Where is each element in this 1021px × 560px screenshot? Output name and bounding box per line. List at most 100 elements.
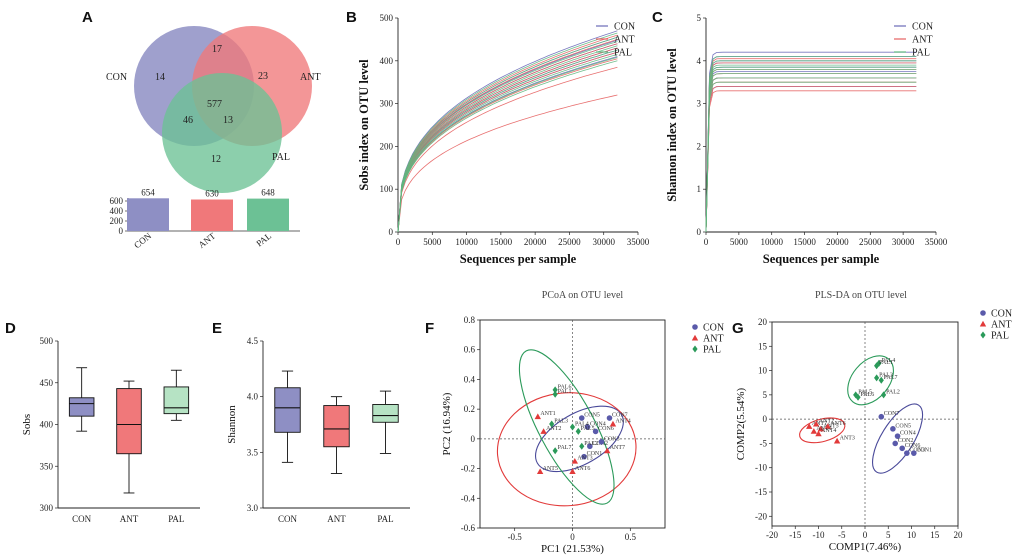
x-tick-label: -10 — [813, 530, 825, 540]
pcoa-chart: PCoA on OTU level -0.5 0 0.5 -0.6 -0.4 -0.2 0 0.… — [441, 290, 724, 555]
curve-con-7 — [705, 77, 917, 233]
venn-count-all: 577 — [207, 99, 222, 110]
x-tick-label: CON — [278, 514, 298, 524]
curve-con-8 — [705, 86, 917, 233]
legend-label-con: CON — [614, 22, 635, 33]
point-con7 — [606, 415, 613, 421]
point-ant4 — [609, 420, 617, 427]
confidence-ellipse-pal — [847, 355, 894, 406]
legend-label-ant: ANT — [912, 35, 933, 46]
x-tick-label: 15000 — [793, 237, 816, 247]
curve-ant-4 — [705, 73, 917, 233]
legend-marker-pal — [980, 331, 986, 339]
point-label: ANT4 — [821, 428, 836, 434]
point-label: PAL7 — [884, 375, 898, 381]
curve-ant-5 — [397, 51, 618, 233]
y-axis-label: PC2 (16.94%) — [441, 392, 453, 455]
plsda-chart: PLS-DA on OTU level -20 -15 -10 -5 0 5 10 15 20 -2… — [735, 290, 1012, 553]
x-tick-label: 35000 — [627, 237, 650, 247]
y-axis-label: Shannon index on OTU level — [665, 48, 679, 202]
bar-pal — [247, 198, 289, 231]
point-pal1 — [874, 362, 880, 370]
x-axis-label: PC1 (21.53%) — [541, 543, 604, 555]
y-tick-label: 0 — [763, 414, 768, 424]
x-axis-label: Sequences per sample — [763, 252, 880, 266]
venn-circle-pal — [162, 73, 282, 193]
curve-pal-3 — [705, 64, 917, 233]
x-tick-label: PAL — [168, 514, 184, 524]
y-tick-label: 200 — [380, 141, 394, 151]
boxplot-shannon-chart: 3.0 3.5 4.0 4.5 Shannon CON ANT PAL — [226, 336, 410, 524]
curve-ant-2 — [397, 39, 618, 233]
curve-pal-4 — [705, 66, 917, 233]
box-pal — [163, 386, 190, 415]
point-con3 — [904, 450, 910, 456]
x-tick-label: PAL — [377, 514, 393, 524]
point-label: PAL1 — [879, 360, 893, 366]
x-tick-label: 5000 — [423, 237, 442, 247]
y-tick-label: 3.5 — [247, 447, 259, 457]
curve-pal-3 — [397, 41, 618, 233]
venn-count-pal-only: 12 — [211, 154, 221, 165]
bar-y-tick-label: 400 — [110, 206, 124, 216]
curve-con-6 — [705, 71, 917, 233]
venn-count-con-only: 14 — [155, 72, 165, 83]
point-ant6 — [569, 468, 576, 475]
y-tick-label: -20 — [755, 511, 767, 521]
y-tick-label: -15 — [755, 487, 767, 497]
box-ant — [116, 388, 142, 455]
legend-marker-ant — [691, 334, 699, 341]
x-tick-label: 15 — [930, 530, 940, 540]
y-tick-label: -5 — [760, 438, 768, 448]
point-label: PAL2 — [584, 441, 598, 447]
point-pal6 — [855, 393, 861, 401]
point-label: CON6 — [598, 426, 614, 432]
curve-pal-6 — [705, 73, 917, 233]
curve-pal-1 — [397, 32, 618, 233]
point-ant5 — [817, 425, 825, 432]
point-ant2 — [812, 420, 820, 427]
bar-ant — [191, 199, 233, 231]
panel-letter-d: D — [5, 320, 16, 337]
point-label: PAL6 — [558, 384, 572, 390]
x-tick-label: -5 — [838, 530, 846, 540]
x-tick-label: 30000 — [592, 237, 615, 247]
x-tick-label: 10000 — [455, 237, 478, 247]
x-tick-label: -20 — [766, 530, 778, 540]
x-tick-label: 0 — [704, 237, 709, 247]
curve-ant-8 — [705, 90, 917, 233]
point-label: PAL3 — [879, 372, 893, 378]
y-tick-label: 4.5 — [247, 336, 259, 346]
venn-count-con-pal: 46 — [183, 115, 193, 126]
curve-ant-5 — [705, 77, 917, 233]
point-label: PAL4 — [881, 358, 895, 364]
point-label: ANT6 — [830, 421, 845, 427]
panel-letter-c: C — [652, 9, 663, 26]
rarefaction-sobs-chart: 0 5000 10000 15000 20000 25000 30000 35000 0 100 2… — [357, 13, 650, 266]
y-tick-label: -0.6 — [461, 523, 476, 533]
x-axis-label: Sequences per sample — [460, 252, 577, 266]
curve-pal-2 — [705, 60, 917, 233]
bar-value-label: 654 — [141, 187, 155, 197]
bar-y-tick-label: 0 — [119, 226, 124, 236]
point-label: CON4 — [590, 421, 606, 427]
y-tick-label: -0.2 — [461, 464, 475, 474]
y-tick-label: 0 — [389, 227, 394, 237]
boxplot-sobs-chart: 300 350 400 450 500 Sobs CON ANT PAL — [21, 336, 200, 524]
panel-letter-g: G — [732, 320, 744, 337]
point-label: CON7 — [884, 411, 900, 417]
y-tick-label: 3 — [697, 99, 702, 109]
point-label: CON1 — [587, 451, 603, 457]
y-tick-label: 0.8 — [464, 315, 476, 325]
curve-ant-8 — [397, 94, 618, 233]
venn-count-ant-pal: 13 — [223, 115, 233, 126]
y-tick-label: 10 — [758, 366, 768, 376]
point-con6 — [592, 428, 599, 435]
y-tick-label: 450 — [40, 378, 54, 388]
legend-label-ant: ANT — [703, 334, 724, 345]
point-pal6 — [552, 386, 558, 394]
x-tick-label: 0 — [570, 532, 575, 542]
x-tick-label: 20 — [954, 530, 964, 540]
